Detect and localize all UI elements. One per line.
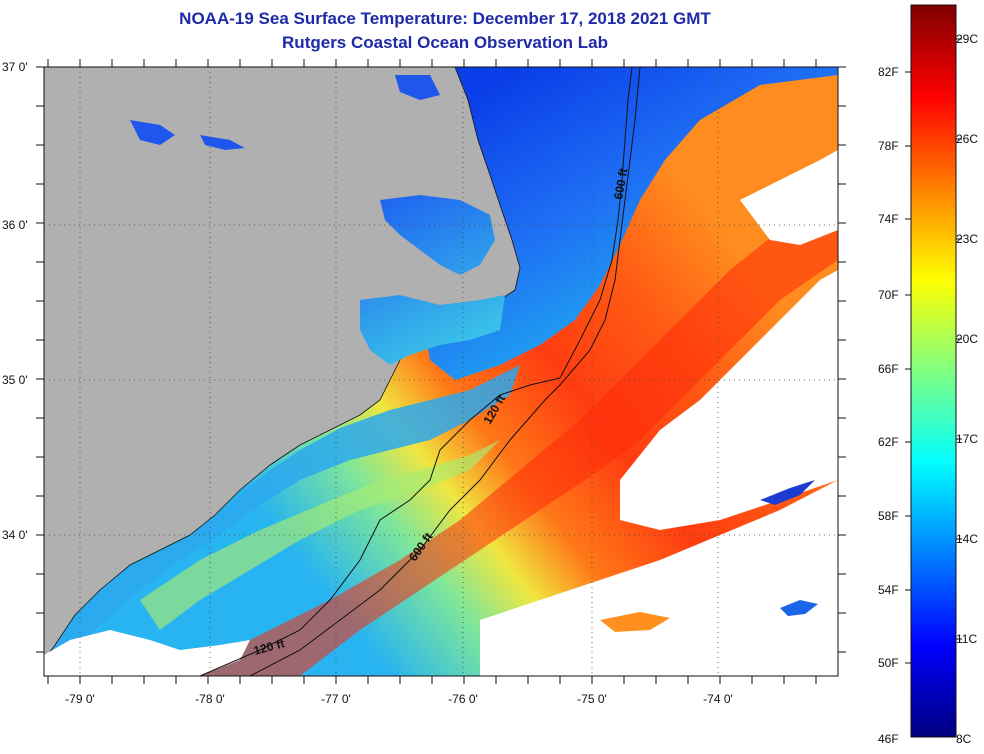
colorbar-ticks xyxy=(905,38,962,664)
contour-label: 600 ft xyxy=(611,167,630,200)
latitude-label: 34 0' xyxy=(2,528,28,542)
colorbar-f-label: 66F xyxy=(878,362,899,376)
latitude-label: 37 0' xyxy=(2,60,28,74)
nearshore-plume xyxy=(140,440,500,630)
cloud-east xyxy=(620,270,838,530)
colorbar-c-label: 17C xyxy=(956,432,979,446)
longitude-label: -74 0' xyxy=(703,692,733,706)
inland-lake-3 xyxy=(395,75,440,100)
map-frame xyxy=(43,66,839,677)
albemarle-sound xyxy=(380,195,495,275)
cloud-southeast xyxy=(480,480,838,676)
longitude-label: -75 0' xyxy=(577,692,607,706)
warm-patch xyxy=(600,612,670,632)
colorbar-c-label: 29C xyxy=(956,32,979,46)
colorbar-c-label: 20C xyxy=(956,332,979,346)
contour-120ft xyxy=(199,66,633,677)
colorbar-f-label: 46F xyxy=(878,732,899,746)
longitude-label: -78 0' xyxy=(195,692,225,706)
longitude-label: -77 0' xyxy=(321,692,351,706)
map-title: NOAA-19 Sea Surface Temperature: Decembe… xyxy=(179,9,711,28)
shelf-water xyxy=(44,365,520,676)
longitude-label: -79 0' xyxy=(65,692,95,706)
colorbar-c-label: 11C xyxy=(956,632,978,646)
map-subtitle: Rutgers Coastal Ocean Observation Lab xyxy=(282,33,608,52)
colorbar-f-label: 58F xyxy=(878,509,899,523)
longitude-label: -76 0' xyxy=(448,692,478,706)
inland-lake xyxy=(130,120,175,145)
colorbar-f-label: 82F xyxy=(878,65,899,79)
cloud-northeast xyxy=(740,150,838,245)
colorbar-f-label: 78F xyxy=(878,139,899,153)
colorbar-f-label: 54F xyxy=(878,583,899,597)
gulf-stream-core xyxy=(170,200,838,676)
cold-patch-2 xyxy=(780,600,818,616)
latitude-label: 36 0' xyxy=(2,218,28,232)
cloud-southwest xyxy=(44,630,250,676)
colorbar xyxy=(910,4,957,738)
colorbar-c-label: 8C xyxy=(956,732,972,746)
colorbar-c-label: 14C xyxy=(956,532,979,546)
contour-600ft xyxy=(249,66,641,677)
cold-water-region xyxy=(420,67,838,380)
colorbar-f-label: 70F xyxy=(878,288,899,302)
colorbar-c-label: 23C xyxy=(956,232,979,246)
map-ticks xyxy=(36,59,846,684)
colorbar-f-label: 50F xyxy=(878,656,899,670)
colorbar-c-label: 26C xyxy=(956,132,979,146)
inland-lake-2 xyxy=(200,135,245,150)
latitude-label: 35 0' xyxy=(2,373,28,387)
pamlico-sound xyxy=(360,295,505,365)
colorbar-f-label: 74F xyxy=(878,212,899,226)
cold-patch xyxy=(760,480,815,505)
colorbar-f-label: 62F xyxy=(878,435,899,449)
